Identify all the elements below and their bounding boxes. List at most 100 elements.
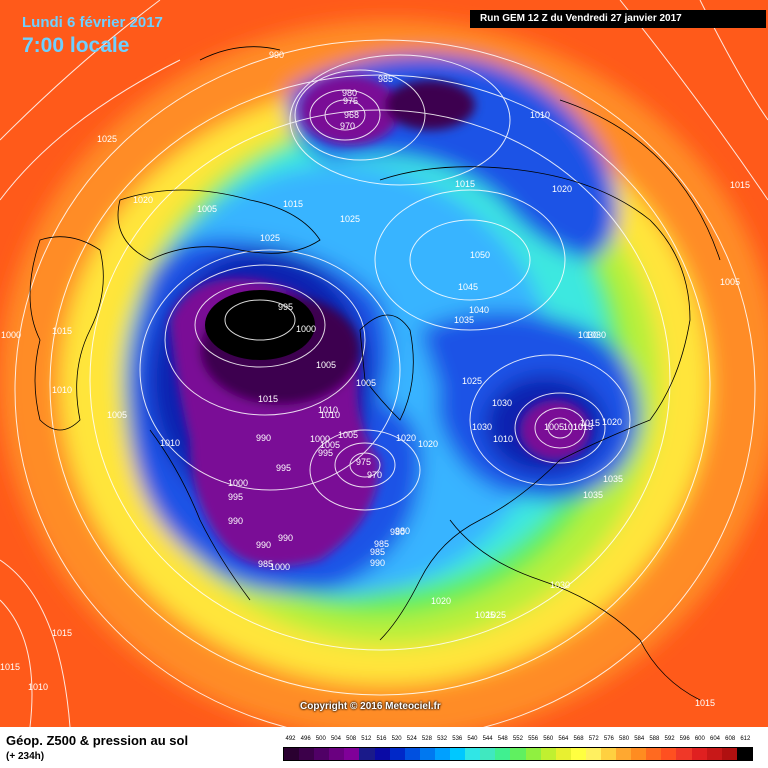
scale-swatch	[434, 748, 451, 760]
pressure-label: 1025	[97, 134, 117, 144]
scale-label: 556	[528, 736, 539, 742]
pressure-label: 1000	[310, 434, 330, 444]
scale-swatch	[661, 748, 677, 760]
pressure-label: 1015	[573, 422, 593, 432]
scale-swatch	[616, 748, 632, 760]
pressure-label: 1005	[356, 378, 376, 388]
pressure-label: 1010	[530, 110, 550, 120]
scale-label: 564	[558, 736, 569, 742]
pressure-label: 1010	[493, 434, 513, 444]
pressure-label: 990	[256, 540, 271, 550]
scale-swatch	[359, 748, 375, 760]
scale-label: 588	[649, 736, 660, 742]
pressure-label: 995	[276, 463, 291, 473]
pressure-label: 1025	[486, 610, 506, 620]
scale-label: 508	[346, 736, 357, 742]
pressure-label: 1010	[320, 410, 340, 420]
pressure-label: 1010	[52, 385, 72, 395]
scale-label: 596	[679, 736, 690, 742]
scale-swatch	[585, 748, 601, 760]
pressure-label: 1035	[454, 315, 474, 325]
pressure-label: 990	[278, 533, 293, 543]
scale-swatch	[329, 748, 345, 760]
scale-swatch	[721, 748, 737, 760]
pressure-label: 1015	[580, 418, 600, 428]
pressure-label: 1020	[602, 417, 622, 427]
scale-label: 524	[406, 736, 417, 742]
pressure-label: 975	[356, 457, 371, 467]
pressure-label: 968	[344, 110, 359, 120]
scale-swatch	[646, 748, 662, 760]
scale-label: 576	[603, 736, 614, 742]
coastlines	[29, 46, 721, 701]
scale-label: 516	[376, 736, 387, 742]
pressure-label: 1030	[586, 330, 606, 340]
scale-swatch	[344, 748, 360, 760]
pressure-label: 990	[228, 516, 243, 526]
pressure-label: 1005	[320, 440, 340, 450]
pressure-label: 990	[256, 433, 271, 443]
scale-label: 536	[452, 736, 463, 742]
pressure-label: 1050	[470, 250, 490, 260]
bering-low-purple	[385, 80, 475, 130]
pressure-label: 1015	[52, 326, 72, 336]
scale-label: 496	[300, 736, 311, 742]
scale-swatch	[525, 748, 541, 760]
pressure-label: 980	[390, 527, 405, 537]
scale-swatch	[299, 748, 315, 760]
pressure-label: 1025	[475, 610, 495, 620]
pressure-label: 995	[278, 302, 293, 312]
pressure-label: 1020	[133, 195, 153, 205]
pressure-label: 985	[374, 539, 389, 549]
pressure-label: 1025	[260, 233, 280, 243]
pressure-label: 985	[370, 547, 385, 557]
scale-swatch	[570, 748, 586, 760]
pressure-label: 980	[395, 526, 410, 536]
pressure-label: 1025	[340, 214, 360, 224]
pressure-label: 1015	[730, 180, 750, 190]
pressure-label: 1000	[270, 562, 290, 572]
pressure-label: 1010	[563, 422, 583, 432]
scale-label: 604	[710, 736, 721, 742]
scale-swatch	[495, 748, 511, 760]
scale-label: 540	[467, 736, 478, 742]
pressure-label: 1010	[28, 682, 48, 692]
pressure-label: 1015	[455, 179, 475, 189]
isobar-lines	[0, 0, 768, 727]
run-info: Run GEM 12 Z du Vendredi 27 janvier 2017	[470, 10, 766, 28]
pressure-label: 1005	[316, 360, 336, 370]
pressure-label: 1030	[550, 580, 570, 590]
pressure-label: 1025	[462, 376, 482, 386]
pressure-label: 1015	[258, 394, 278, 404]
scale-label: 572	[588, 736, 599, 742]
scale-swatch	[676, 748, 692, 760]
copyright-notice: Copyright © 2016 Meteociel.fr	[300, 701, 441, 712]
scale-swatch	[284, 748, 300, 760]
scale-label: 528	[421, 736, 432, 742]
pressure-label: 1045	[458, 282, 478, 292]
scale-swatch	[480, 748, 496, 760]
scale-label: 580	[619, 736, 630, 742]
scale-label: 612	[740, 736, 751, 742]
scale-label: 568	[573, 736, 584, 742]
scale-swatch	[736, 748, 752, 760]
pressure-label: 1005	[720, 277, 740, 287]
pressure-label: 970	[340, 121, 355, 131]
scale-swatch	[404, 748, 420, 760]
pressure-label: 980	[342, 88, 357, 98]
scale-swatch	[314, 748, 330, 760]
pressure-label: 1010	[160, 438, 180, 448]
scale-swatch	[631, 748, 647, 760]
scale-label: 608	[725, 736, 736, 742]
color-scale-bar	[283, 747, 753, 761]
scale-label: 500	[315, 736, 326, 742]
scale-label: 532	[437, 736, 448, 742]
pressure-label: 1015	[695, 698, 715, 708]
pressure-label: 1030	[578, 330, 598, 340]
pressure-label: 1020	[418, 439, 438, 449]
scale-swatch	[419, 748, 435, 760]
scale-swatch	[374, 748, 390, 760]
pressure-label: 975	[343, 96, 358, 106]
pressure-label: 1020	[431, 596, 451, 606]
scale-swatch	[510, 748, 526, 760]
